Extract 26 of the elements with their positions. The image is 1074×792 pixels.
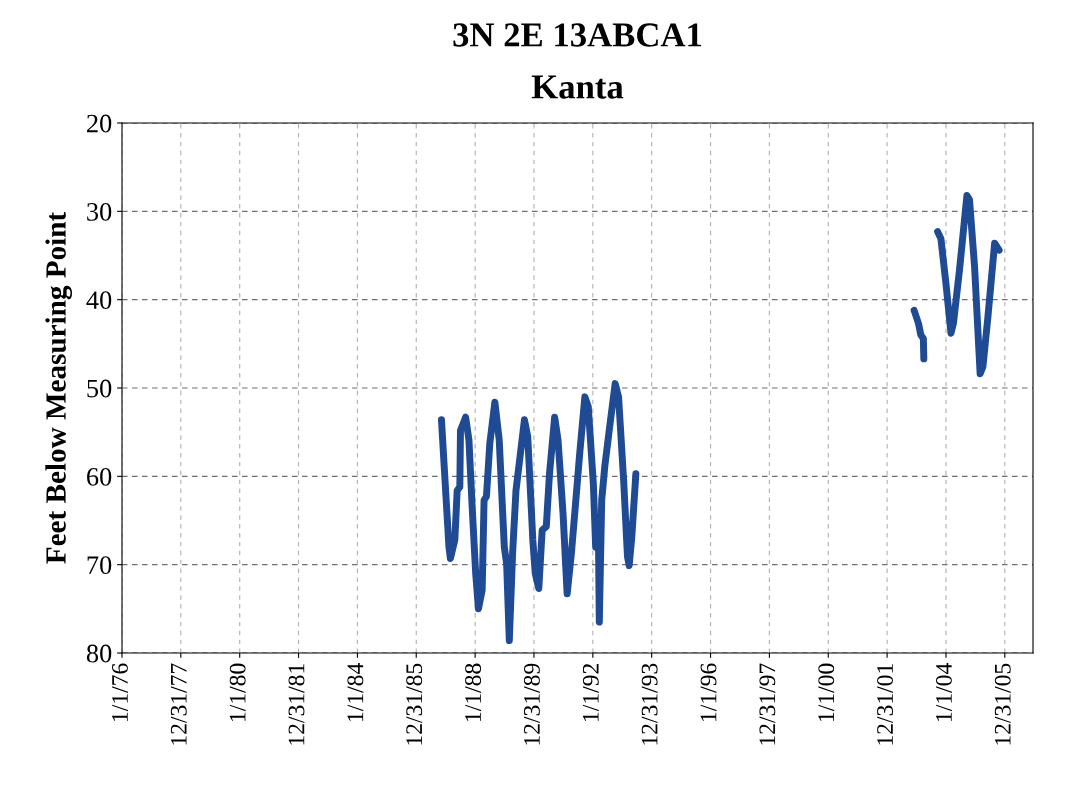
chart-title: 3N 2E 13ABCA1	[453, 23, 702, 47]
x-tick-label: 12/31/01	[877, 664, 893, 745]
chart-subtitle: Kanta	[531, 75, 624, 99]
x-tick-label: 1/1/84	[347, 663, 364, 721]
x-tick-label: 1/1/96	[700, 663, 717, 721]
y-tick-label: 60	[87, 467, 112, 486]
x-tick-label: 1/1/00	[818, 663, 835, 721]
x-tick-label: 1/1/76	[112, 663, 128, 721]
x-tick-label: 1/1/92	[582, 664, 599, 721]
y-axis-title: Feet Below Measuring Point	[45, 211, 72, 564]
y-tick-label: 70	[87, 556, 112, 575]
x-tick-label: 12/31/81	[288, 664, 305, 745]
x-tick-label: 1/1/88	[465, 663, 482, 721]
x-tick-label: 12/31/93	[641, 663, 658, 745]
y-tick-label: 40	[86, 291, 112, 310]
y-tick-label: 30	[87, 202, 112, 221]
x-tick-label: 12/31/89	[523, 663, 540, 745]
y-tick-label: 20	[87, 114, 112, 133]
x-tick-label: 12/31/85	[406, 663, 423, 745]
y-tick-label: 50	[87, 379, 112, 398]
x-tick-label: 12/31/05	[994, 663, 1011, 745]
y-tick-label: 80	[86, 644, 112, 663]
x-tick-label: 12/31/77	[170, 663, 187, 745]
x-tick-label: 12/31/97	[759, 663, 776, 745]
x-tick-label: 1/1/80	[229, 663, 246, 721]
x-tick-label: 1/1/04	[935, 663, 952, 721]
